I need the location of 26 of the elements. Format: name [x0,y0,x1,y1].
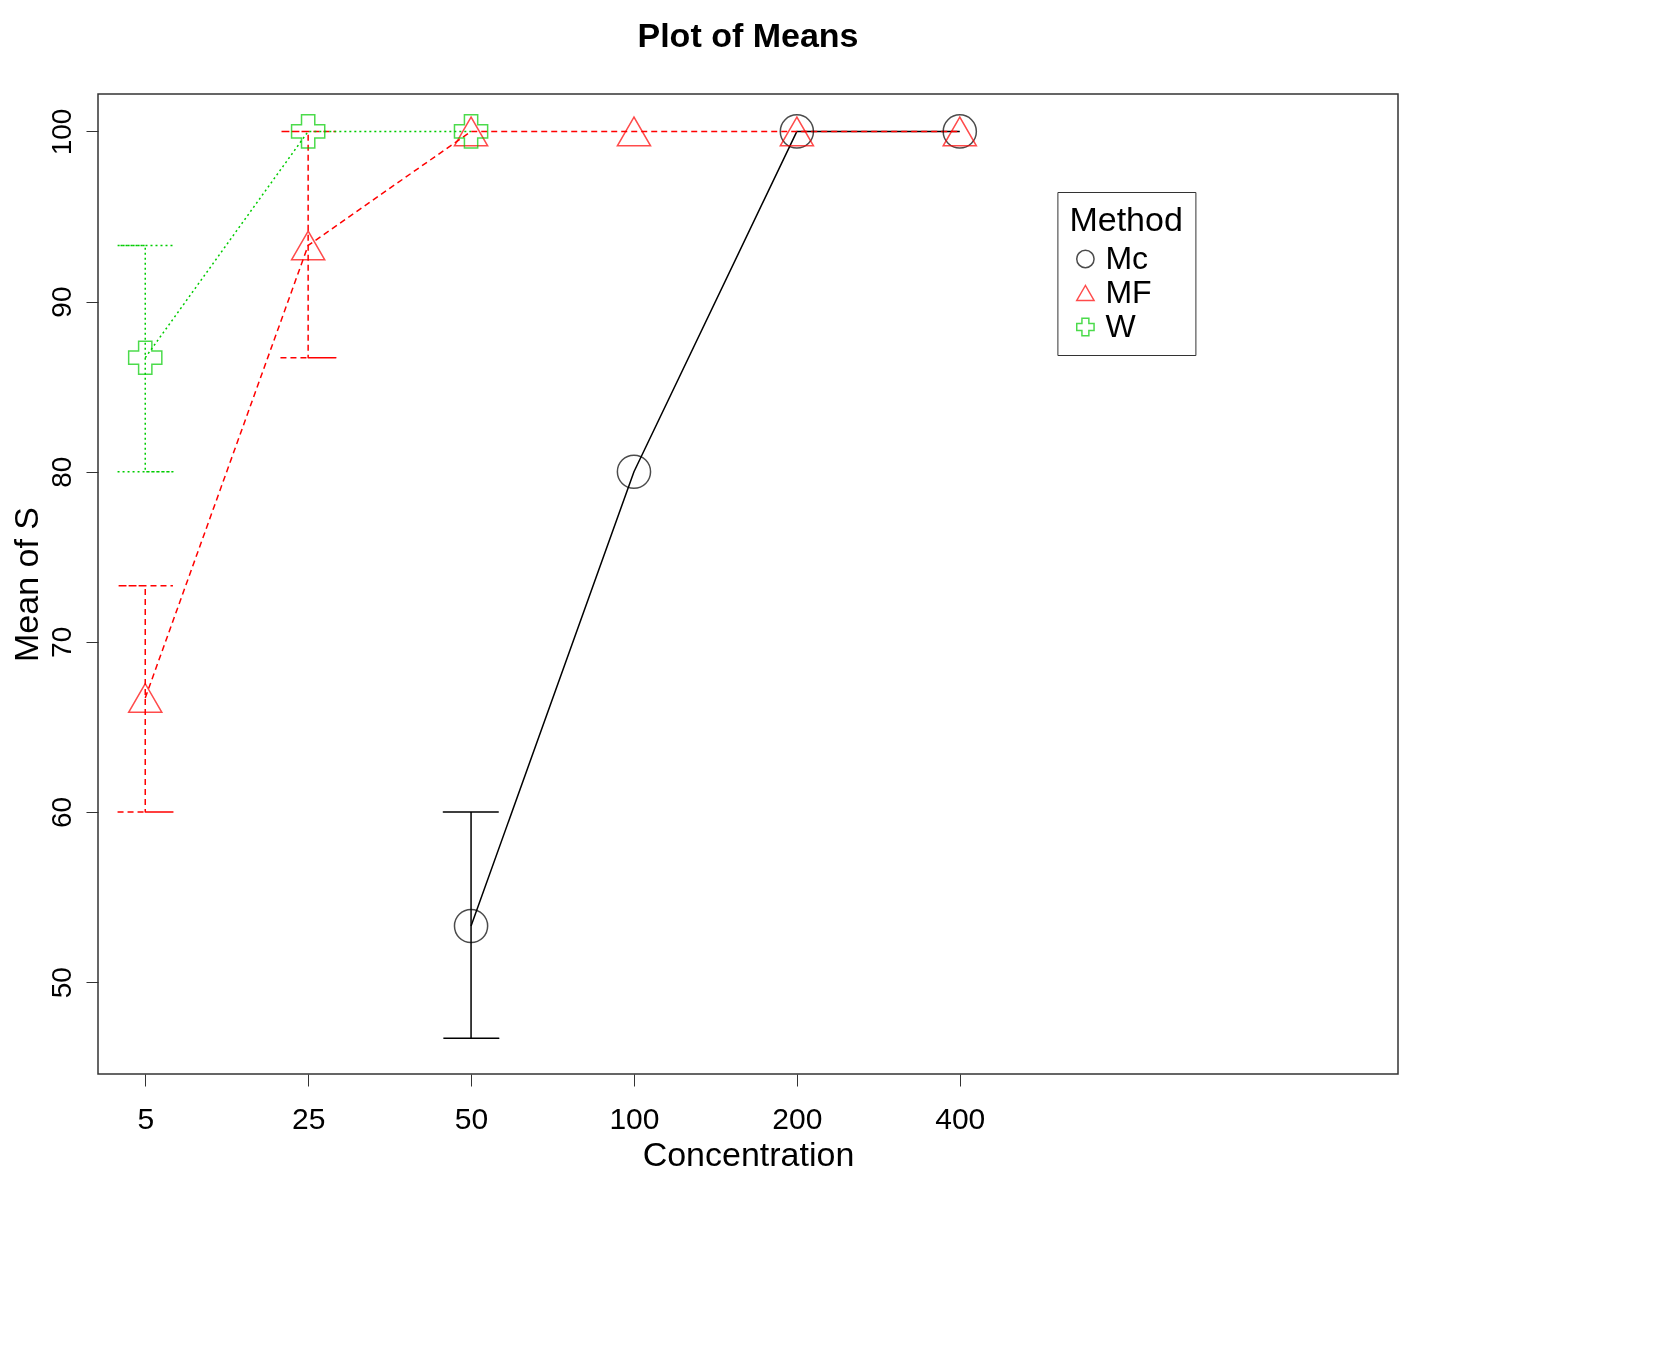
y-axis-title: Mean of S [6,507,45,662]
legend-title: Method [1069,200,1183,238]
legend-label: Mc [1105,240,1149,276]
x-tick-label: 5 [137,1101,155,1135]
point [290,230,326,261]
legend-label: W [1105,308,1137,344]
point [616,116,652,147]
y-tick-label: 80 [45,456,77,488]
y-tick-label: 90 [45,286,77,318]
y-tick-label: 50 [45,967,77,999]
x-tick-label: 100 [609,1101,660,1135]
point [127,340,163,376]
x-tick-label: 400 [935,1101,986,1135]
x-tick-label: 50 [454,1101,489,1135]
legend-label: MF [1105,274,1152,310]
y-tick-label: 100 [45,108,77,156]
y-tick-label: 60 [45,796,77,829]
x-tick-label: 200 [772,1101,823,1135]
y-tick-label: 70 [45,626,77,658]
point [290,114,326,149]
chart-title: Plot of Means [637,16,859,54]
point [127,682,163,714]
point [453,908,489,944]
x-axis-title: Concentration [642,1134,855,1173]
x-tick-label: 25 [291,1101,326,1135]
point [616,454,652,490]
